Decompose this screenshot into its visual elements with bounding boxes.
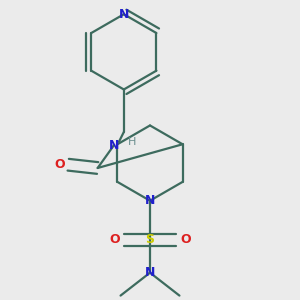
Text: H: H bbox=[128, 137, 136, 147]
Text: S: S bbox=[146, 233, 154, 247]
Text: N: N bbox=[109, 139, 119, 152]
Text: O: O bbox=[180, 233, 190, 247]
Text: N: N bbox=[118, 8, 129, 21]
Text: O: O bbox=[110, 233, 120, 247]
Text: O: O bbox=[55, 158, 65, 171]
Text: N: N bbox=[145, 194, 155, 207]
Text: N: N bbox=[145, 266, 155, 279]
